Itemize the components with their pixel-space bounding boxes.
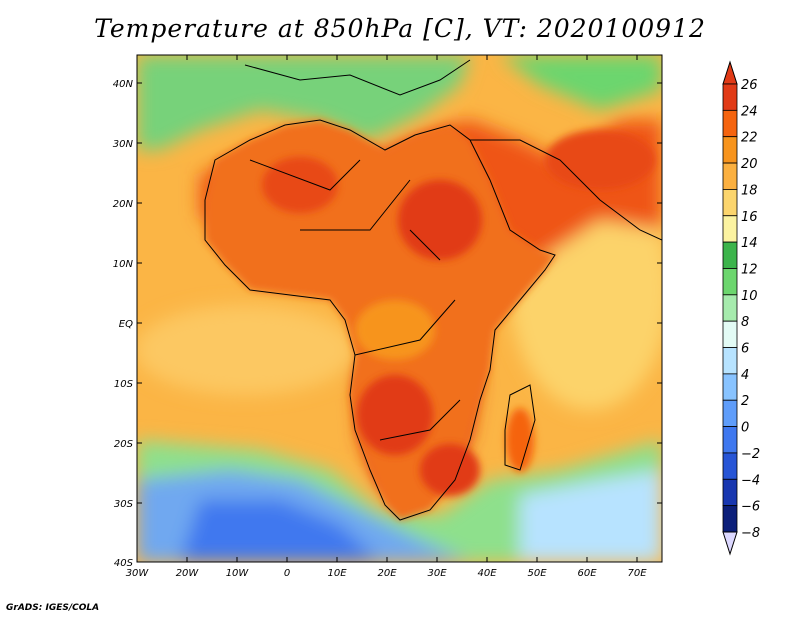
colorbar-label-5: 16 [741, 210, 758, 225]
atlantic-cool-band [137, 305, 355, 395]
grads-credit: GrADS: IGES/COLA [6, 603, 100, 613]
colorbar-bottom-arrow [722, 531, 738, 556]
lon-label-1: 20W [176, 568, 200, 579]
lat-label-2: 20N [113, 199, 134, 210]
lon-label-2: 10W [226, 568, 250, 579]
lon-label-4: 10E [327, 568, 347, 579]
colorbar-swatch-14 [722, 452, 738, 480]
lon-label-0: 30W [126, 568, 150, 579]
colorbar-label-17: −8 [741, 526, 760, 541]
congo-basin-cool [355, 300, 435, 360]
colorbar-swatch-8 [722, 294, 738, 322]
lat-label-0: 40N [113, 79, 134, 90]
lon-label-7: 40E [477, 568, 497, 579]
colorbar-label-3: 20 [741, 157, 758, 172]
colorbar-swatch-4 [722, 189, 738, 217]
colorbar-top-arrow [722, 60, 738, 85]
lat-label-8: 40S [114, 558, 134, 569]
colorbar-swatch-12 [722, 399, 738, 427]
colorbar-swatch-16 [722, 505, 738, 533]
colorbar-swatch-3 [722, 162, 738, 190]
colorbar-swatch-0 [722, 83, 738, 111]
colorbar-label-10: 6 [741, 342, 749, 357]
colorbar-label-8: 10 [741, 289, 758, 304]
colorbar-swatch-1 [722, 109, 738, 138]
lon-label-10: 70E [627, 568, 647, 579]
colorbar-label-9: 8 [741, 315, 749, 330]
colorbar-label-0: 26 [741, 78, 758, 93]
colorbar-swatch-11 [722, 373, 738, 401]
colorbar-swatch-13 [722, 426, 738, 454]
lon-label-8: 50E [527, 568, 547, 579]
lat-label-7: 30S [114, 499, 134, 510]
colorbar-swatch-15 [722, 478, 738, 507]
lat-label-3: 10N [113, 259, 134, 270]
colorbar-label-16: −6 [741, 500, 760, 515]
lon-label-6: 30E [427, 568, 447, 579]
west-sahara-hot-core [262, 157, 338, 213]
lat-label-6: 20S [114, 439, 134, 450]
lat-label-5: 10S [114, 379, 134, 390]
colorbar-label-7: 12 [741, 262, 758, 277]
colorbar-label-11: 4 [741, 368, 749, 383]
lat-label-1: 30N [113, 139, 134, 150]
lat-label-4: EQ [119, 319, 133, 330]
europe-green-zone [137, 55, 470, 150]
colorbar-label-15: −4 [741, 473, 760, 488]
angola-hot-core [357, 375, 433, 455]
coastlines [204, 59, 662, 521]
colorbar-label-4: 18 [741, 183, 758, 198]
latitude-labels: 40N 30N 20N 10N EQ 10S 20S 30S 40S [113, 79, 134, 569]
longitude-labels: 30W 20W 10W 0 10E 20E 30E 40E 50E 60E 70E [126, 568, 648, 579]
colorbar-label-14: −2 [741, 447, 760, 462]
colorbar-label-2: 22 [741, 131, 758, 146]
south-indian-cool-zone [520, 470, 662, 562]
colorbar-swatch-7 [722, 268, 738, 296]
caspian-green-zone [500, 55, 662, 110]
colorbar-label-12: 2 [741, 394, 749, 409]
arabia-hot-core [545, 130, 655, 190]
temperature-field [137, 55, 662, 562]
lon-label-9: 60E [577, 568, 597, 579]
south-atlantic-coldest-zone [180, 500, 380, 562]
lon-label-5: 20E [377, 568, 397, 579]
colorbar-label-13: 0 [741, 421, 749, 436]
lon-label-3: 0 [284, 568, 290, 579]
map-title: Temperature at 850hPa [C], VT: 202010091… [94, 14, 706, 43]
sudan-hot-core [398, 180, 482, 260]
axis-ticks [136, 55, 662, 563]
south-africa-hot-core [420, 444, 480, 496]
colorbar-label-6: 14 [741, 236, 758, 251]
colorbar-swatch-9 [722, 320, 738, 348]
colorbar-swatch-2 [722, 136, 738, 164]
colorbar-swatch-5 [722, 215, 738, 243]
colorbar-swatch-6 [722, 241, 738, 269]
colorbar-label-1: 24 [741, 104, 758, 119]
colorbar-swatch-10 [722, 347, 738, 375]
plot-frame [136, 54, 663, 563]
madagascar-warm [506, 408, 534, 472]
